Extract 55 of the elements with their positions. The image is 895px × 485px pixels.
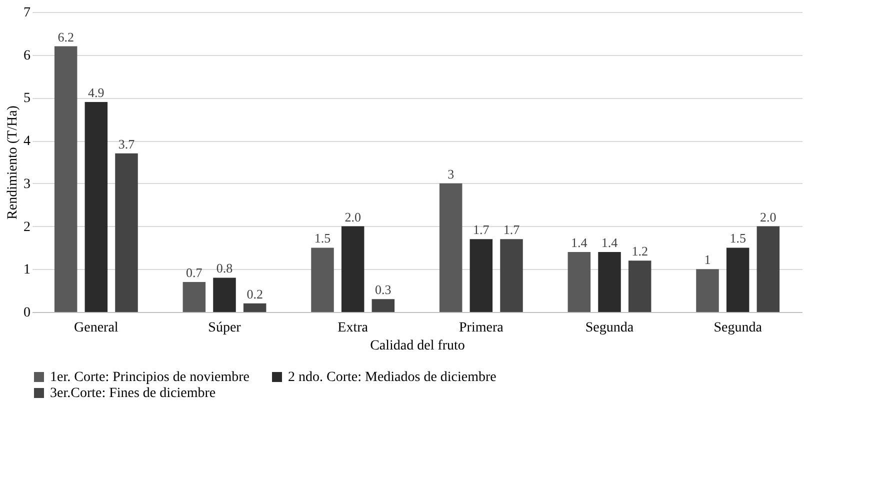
- bar: [243, 303, 266, 312]
- data-label: 3: [448, 166, 454, 182]
- y-tick-label: 5: [24, 91, 30, 106]
- y-tick-label: 4: [24, 134, 30, 150]
- data-label: 1.5: [730, 230, 746, 246]
- bar: [213, 278, 236, 312]
- y-tick-label: 0: [24, 306, 30, 320]
- data-label: 1.7: [503, 222, 520, 238]
- bar: [115, 153, 138, 312]
- bar: [341, 226, 364, 312]
- bar: [696, 269, 719, 312]
- x-tick-label: General: [74, 320, 118, 336]
- data-label: 0.8: [216, 260, 233, 276]
- y-tick-label: 6: [24, 48, 30, 64]
- data-label: 2.0: [344, 209, 361, 224]
- y-tick-label: 2: [24, 220, 30, 235]
- data-label: 1.2: [632, 244, 648, 259]
- data-label: 1.4: [601, 235, 618, 250]
- x-tick-label: Primera: [459, 320, 504, 336]
- x-tick-label: Súper: [208, 320, 242, 336]
- data-label: 1.7: [473, 222, 490, 238]
- legend-label: 2 ndo. Corte: Mediados de diciembre: [288, 370, 496, 385]
- x-tick-label: Segunda: [585, 320, 634, 336]
- bar: [598, 252, 621, 312]
- x-tick-label: Segunda: [714, 320, 763, 336]
- bar: [756, 226, 780, 312]
- bar: [439, 183, 462, 312]
- y-tick-label: 1: [24, 262, 30, 278]
- y-axis-title: Rendimiento (T/Ha): [6, 105, 20, 220]
- y-tick-label: 7: [24, 6, 30, 20]
- bar: [568, 252, 591, 312]
- data-label: 0.2: [246, 286, 263, 302]
- x-tick-label: Extra: [338, 320, 369, 336]
- bar: [182, 282, 206, 312]
- bar: [628, 260, 652, 312]
- bar: [372, 299, 395, 312]
- x-axis-title: Calidad del fruto: [370, 338, 465, 354]
- data-label: 4.9: [88, 85, 104, 100]
- data-label: 6.2: [58, 29, 74, 44]
- data-label: 2.0: [760, 209, 776, 224]
- y-tick-label: 3: [24, 176, 30, 192]
- bar: [84, 102, 108, 312]
- data-label: 1.4: [571, 235, 588, 250]
- data-label: 0.3: [375, 282, 392, 298]
- data-label: 1: [704, 252, 711, 268]
- legend-label: 3er.Corte: Fines de diciembre: [50, 386, 216, 401]
- data-label: 3.7: [118, 136, 136, 152]
- data-label: 1.5: [314, 230, 331, 246]
- bar: [726, 248, 750, 312]
- bar: [54, 46, 78, 312]
- legend-label: 1er. Corte: Principios de noviembre: [50, 370, 250, 385]
- data-label: 0.7: [186, 265, 203, 280]
- bar: [470, 239, 493, 312]
- bar: [311, 248, 334, 312]
- bar: [500, 239, 523, 312]
